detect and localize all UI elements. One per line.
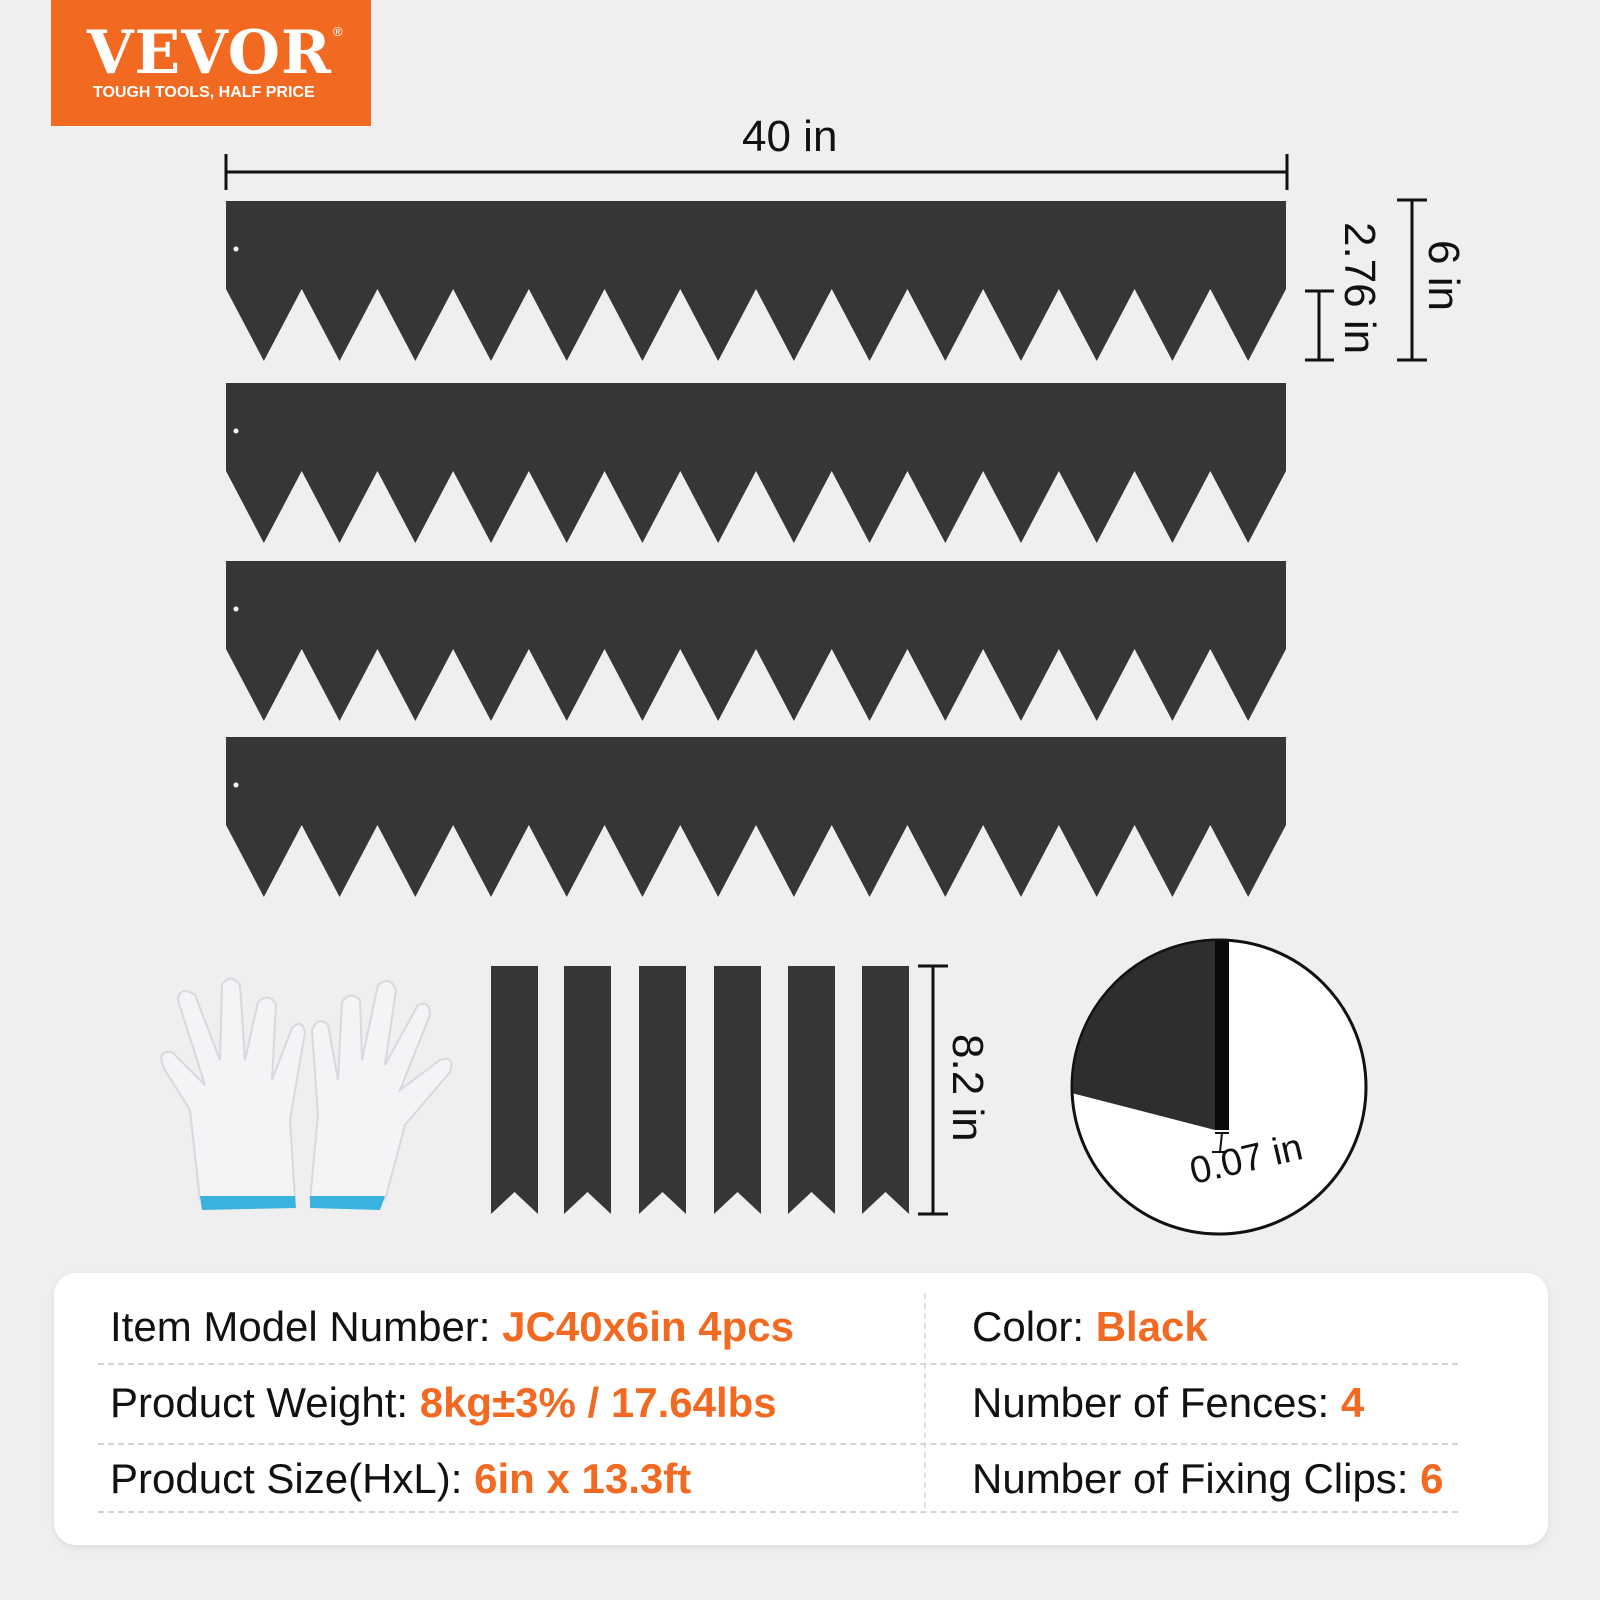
spec-value: Black <box>1095 1303 1208 1350</box>
spec-weight: Product Weight: 8kg±3% / 17.64lbs <box>110 1379 777 1427</box>
logo-tagline: TOUGH TOOLS, HALF PRICE <box>93 84 315 101</box>
logo-brand: VEVOR <box>87 18 332 88</box>
row-divider <box>98 1443 1458 1445</box>
right-glove <box>308 980 453 1210</box>
mounting-hole <box>233 782 239 788</box>
spec-label: Number of Fixing Clips: <box>972 1455 1421 1502</box>
spec-clip-count: Number of Fixing Clips: 6 <box>972 1455 1444 1503</box>
mounting-hole <box>233 606 239 612</box>
mounting-hole <box>233 246 239 252</box>
spec-label: Item Model Number: <box>110 1303 503 1350</box>
spike-height-label: 2.76 in <box>1335 222 1384 355</box>
vevor-logo: VEVOR ® TOUGH TOOLS, HALF PRICE <box>51 0 371 126</box>
row-divider <box>98 1363 1458 1365</box>
fence-panel <box>226 201 1286 361</box>
fixing-clips <box>491 966 909 1214</box>
spec-value: 6in x 13.3ft <box>474 1455 692 1502</box>
spec-value: 4 <box>1340 1379 1365 1426</box>
fence-panels <box>226 201 1286 897</box>
spec-color: Color: Black <box>972 1303 1208 1351</box>
spike-height-dimension-line <box>1305 289 1334 362</box>
thickness-detail-circle <box>1070 938 1368 1236</box>
fence-panel <box>226 737 1286 897</box>
length-dimension-line <box>224 154 1289 190</box>
spec-size: Product Size(HxL): 6in x 13.3ft <box>110 1455 691 1503</box>
row-divider <box>98 1511 1458 1513</box>
spec-value: 8kg±3% / 17.64lbs <box>419 1379 777 1426</box>
fence-panel <box>226 561 1286 721</box>
spec-value: 6 <box>1420 1455 1444 1502</box>
spec-value: JC40x6in 4pcs <box>502 1303 794 1350</box>
clip-length-dimension-line <box>918 964 948 1216</box>
spec-fence-count: Number of Fences: 4 <box>972 1379 1364 1427</box>
height-label: 6 in <box>1419 240 1468 311</box>
fixing-clip <box>639 966 686 1214</box>
length-label: 40 in <box>742 112 838 161</box>
logo-registered-mark: ® <box>333 24 343 39</box>
gloves-image <box>160 977 453 1210</box>
spec-label: Product Weight: <box>110 1379 420 1426</box>
fixing-clip <box>491 966 538 1214</box>
spec-model-number: Item Model Number: JC40x6in 4pcs <box>110 1303 794 1351</box>
fixing-clip <box>862 966 909 1214</box>
clip-length-label: 8.2 in <box>943 1034 992 1142</box>
fixing-clip <box>564 966 611 1214</box>
fixing-clip <box>788 966 835 1214</box>
fixing-clip <box>714 966 761 1214</box>
column-divider <box>924 1293 926 1508</box>
spec-label: Product Size(HxL): <box>110 1455 475 1502</box>
left-glove <box>160 977 307 1210</box>
mounting-hole <box>233 428 239 434</box>
spec-label: Color: <box>972 1303 1096 1350</box>
specs-card: Item Model Number: JC40x6in 4pcs Color: … <box>54 1273 1548 1545</box>
spec-label: Number of Fences: <box>972 1379 1341 1426</box>
height-dimension-line <box>1397 198 1427 362</box>
fence-panel <box>226 383 1286 543</box>
